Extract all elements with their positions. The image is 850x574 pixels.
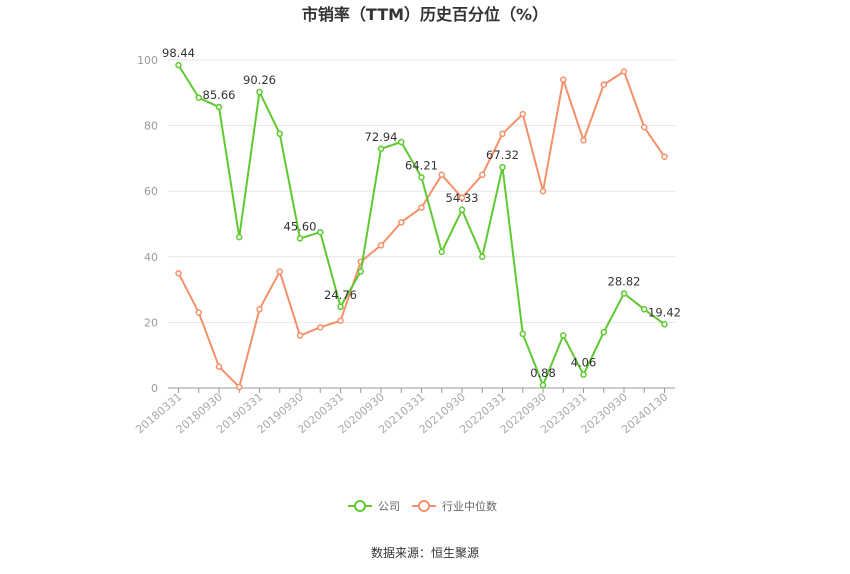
series-1-point: [236, 383, 243, 391]
series-1-point: [175, 269, 182, 277]
data-label: 67.32: [486, 148, 519, 162]
data-label: 4.06: [571, 356, 597, 370]
x-axis: 2018033120180930201903312019093020200331…: [133, 387, 675, 436]
series-1-point: [580, 137, 587, 144]
series-0-point: [357, 268, 364, 275]
series-0-point: [398, 138, 405, 146]
series-0-point: [215, 103, 223, 111]
series-0-point: [560, 332, 567, 339]
data-labels: 98.44 85.66 90.26 45.60 24.76 72.94 64.21 54.33…: [162, 46, 681, 380]
series-1-point: [458, 194, 466, 202]
series-1-point: [661, 153, 668, 161]
series-0-point: [519, 330, 526, 338]
series-0-point: [458, 206, 466, 214]
y-tick-label: 80: [144, 120, 158, 133]
series-0-point: [600, 328, 607, 336]
y-tick-label: 20: [144, 316, 158, 329]
data-label: 90.26: [243, 73, 276, 87]
series-0-point: [418, 174, 425, 181]
series-1-point: [519, 110, 526, 118]
series-0-point: [438, 248, 445, 256]
series-0-point: [539, 381, 547, 389]
data-label: 72.94: [365, 130, 398, 144]
series-1-point: [620, 68, 628, 75]
data-label: 0.88: [530, 366, 556, 380]
y-tick-label: 40: [144, 251, 158, 264]
data-label: 54.33: [446, 191, 479, 205]
series-0-point: [296, 235, 304, 242]
series-1-point: [418, 204, 425, 211]
series-0-point: [661, 321, 668, 328]
series-1-point: [256, 306, 263, 313]
series-1-point: [641, 123, 648, 131]
data-label: 28.82: [608, 274, 641, 288]
series-layer: [175, 61, 668, 391]
series-0-point: [620, 290, 628, 297]
series-1-point: [337, 317, 344, 325]
series-1-point: [398, 219, 405, 226]
series-0-point: [175, 61, 182, 69]
data-label: 19.42: [648, 305, 681, 319]
series-0-point: [317, 228, 324, 236]
series-1-point: [499, 130, 506, 138]
series-1-point: [560, 76, 567, 83]
series-0-point: [276, 130, 283, 138]
y-tick-label: 100: [137, 54, 158, 67]
source-note: 数据来源：恒生聚源: [371, 545, 479, 560]
data-label: 98.44: [162, 46, 195, 60]
series-0-point: [236, 233, 243, 241]
series-1-point: [317, 324, 324, 331]
series-line-1: [177, 70, 666, 389]
y-tick-label: 60: [144, 185, 158, 198]
series-1-point: [600, 81, 607, 88]
series-0-point: [479, 253, 486, 261]
series-0-point: [580, 371, 587, 378]
legend-marker-industry: [418, 500, 430, 512]
series-0-point: [641, 306, 648, 313]
y-tick-label: 0: [151, 382, 158, 395]
series-1-point: [215, 363, 223, 370]
legend-label-industry: 行业中位数: [442, 499, 497, 513]
series-1-point: [438, 171, 445, 179]
grid: [168, 59, 675, 323]
legend-item-company[interactable]: 公司: [348, 500, 400, 513]
data-label: 85.66: [203, 88, 236, 102]
data-label: 45.60: [284, 219, 317, 233]
series-1-point: [479, 171, 486, 179]
data-label: 64.21: [405, 158, 438, 172]
series-0-point: [499, 163, 506, 171]
legend-label-company: 公司: [378, 500, 400, 513]
series-0-point: [377, 145, 385, 153]
series-1-point: [296, 332, 304, 339]
series-1-point: [539, 187, 547, 195]
series-0-point: [337, 303, 344, 311]
series-0-point: [256, 88, 263, 96]
series-0-point: [195, 94, 202, 101]
series-1-point: [195, 309, 202, 316]
legend-item-industry[interactable]: 行业中位数: [412, 499, 497, 513]
legend[interactable]: 公司 行业中位数: [348, 499, 497, 513]
legend-marker-company: [354, 500, 366, 512]
series-1-point: [276, 268, 283, 275]
y-axis: 0 20 40 60 80 100: [137, 54, 158, 395]
chart-title: 市销率（TTM）历史百分位（%）: [302, 5, 548, 24]
series-1-point: [377, 242, 385, 249]
data-label: 24.76: [324, 288, 357, 302]
